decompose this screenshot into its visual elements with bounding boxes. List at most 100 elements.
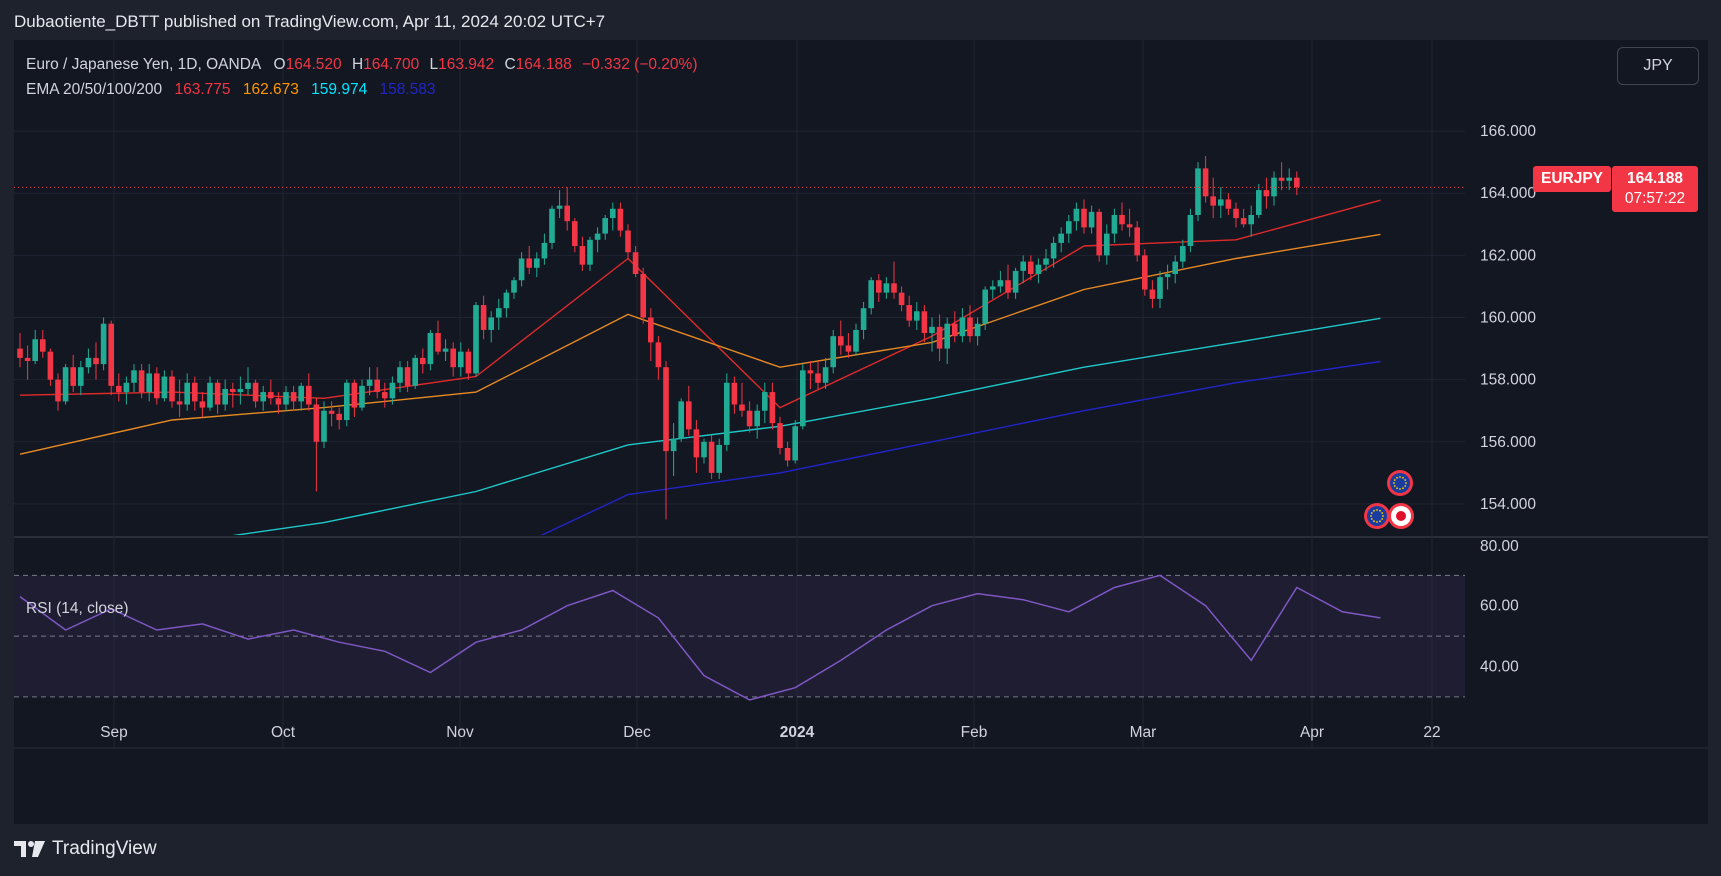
candle-body — [1256, 190, 1262, 215]
legend-open: 164.520 — [285, 56, 342, 73]
rsi-band — [14, 574, 1465, 698]
candle-body — [526, 258, 532, 268]
eu-flag-star — [1381, 512, 1384, 514]
eu-flag-field — [1390, 473, 1410, 493]
eu-flag-star — [1399, 488, 1401, 490]
candle-body — [959, 317, 966, 337]
candle-body — [214, 382, 221, 405]
candle-body — [503, 292, 510, 309]
legend-high-key: H — [351, 56, 364, 73]
candle-body — [78, 367, 84, 386]
candle-body — [435, 333, 441, 352]
time-tick-label: Sep — [100, 724, 128, 741]
eu-flag-icon — [1364, 503, 1390, 529]
candle-body — [587, 239, 593, 265]
price-tick-label: 156.000 — [1480, 434, 1536, 451]
japan-flag-icon — [1388, 503, 1414, 529]
legend-high: 164.700 — [363, 56, 420, 73]
candle-body — [655, 342, 662, 368]
rsi-tick-label: 40.00 — [1480, 658, 1519, 675]
candle-body — [55, 379, 61, 402]
candle-body — [138, 370, 145, 393]
candle-body — [24, 357, 31, 361]
candle-body — [47, 351, 54, 380]
candle-body — [564, 205, 570, 222]
candle-body — [146, 373, 152, 393]
eu-flag-star — [1393, 485, 1396, 487]
candle-body — [328, 410, 335, 414]
candle-body — [1020, 261, 1026, 271]
candle-body — [868, 280, 874, 309]
candle-body — [731, 382, 738, 405]
candle-body — [192, 382, 198, 402]
candle-body — [815, 373, 821, 383]
candle-body — [313, 404, 320, 442]
candle-body — [199, 401, 206, 408]
candle-body — [473, 305, 479, 374]
candle-body — [480, 305, 487, 330]
japan-flag-sun — [1396, 511, 1406, 521]
candle-body — [32, 339, 38, 361]
candle-body — [678, 401, 684, 439]
legend-ema-label: EMA 20/50/100/200 — [26, 81, 163, 98]
candle-body — [85, 357, 92, 368]
legend-symbol-row[interactable]: Euro / Japanese Yen, 1D, OANDA O164.520 … — [26, 56, 706, 74]
candle-body — [769, 392, 776, 424]
bar-countdown: 07:57:22 — [1624, 190, 1686, 207]
candle-body — [1142, 255, 1148, 290]
candle-body — [716, 444, 722, 473]
candle-body — [116, 385, 122, 393]
tradingview-logo[interactable]: TradingView — [14, 838, 157, 860]
candle-body — [488, 317, 494, 330]
candle-body — [1278, 177, 1285, 181]
time-tick-label: Feb — [961, 724, 988, 741]
candle-body — [245, 382, 251, 389]
candle-body — [207, 382, 213, 408]
rsi-label[interactable]: RSI (14, close) — [26, 600, 129, 617]
candle-body — [169, 376, 175, 402]
eu-flag-star — [1379, 520, 1381, 523]
candle-body — [617, 208, 624, 231]
candle-body — [1172, 261, 1178, 274]
legend-close-key: C — [504, 56, 516, 73]
candle-body — [625, 230, 631, 253]
currency-button[interactable]: JPY — [1617, 47, 1699, 85]
candle-body — [929, 326, 935, 334]
time-tick-label: 22 — [1423, 724, 1440, 741]
eu-flag-star — [1382, 515, 1384, 517]
candle-body — [1012, 270, 1019, 293]
candle-body — [344, 382, 350, 421]
candle-body — [746, 410, 753, 427]
candle-body — [1263, 190, 1270, 197]
candle-body — [1104, 233, 1110, 256]
candle-body — [321, 410, 327, 442]
candle-body — [845, 345, 852, 352]
candle-body — [1134, 227, 1140, 256]
candle-body — [1058, 233, 1064, 243]
axes: 166.000 164.000 162.000 160.000 158.000 156.0… — [100, 123, 1536, 741]
candle-body — [838, 336, 844, 346]
candle-body — [807, 370, 814, 374]
legend-ema-row[interactable]: EMA 20/50/100/200 163.775 162.673 159.97… — [26, 81, 444, 99]
candle-body — [252, 382, 259, 402]
candle-body — [123, 382, 130, 393]
candle-body — [404, 367, 411, 386]
candle-body — [534, 258, 540, 268]
symbol-price-tag: EURJPY — [1533, 166, 1611, 192]
candle-body — [1050, 242, 1057, 259]
legend-change: −0.332 (−0.20%) — [582, 56, 698, 73]
candle-body — [579, 246, 586, 265]
price-tick-label: 162.000 — [1480, 247, 1536, 264]
candle-body — [359, 385, 365, 408]
candle-body — [784, 448, 791, 461]
candle-body — [891, 283, 897, 293]
candle-body — [906, 305, 912, 321]
candle-body — [1081, 208, 1087, 228]
candle-body — [306, 385, 312, 405]
candle-body — [974, 323, 981, 337]
price-tick-label: 158.000 — [1480, 372, 1536, 389]
candle-body — [70, 367, 76, 386]
eu-flag-star — [1402, 476, 1404, 479]
chart-frame — [14, 40, 1708, 824]
